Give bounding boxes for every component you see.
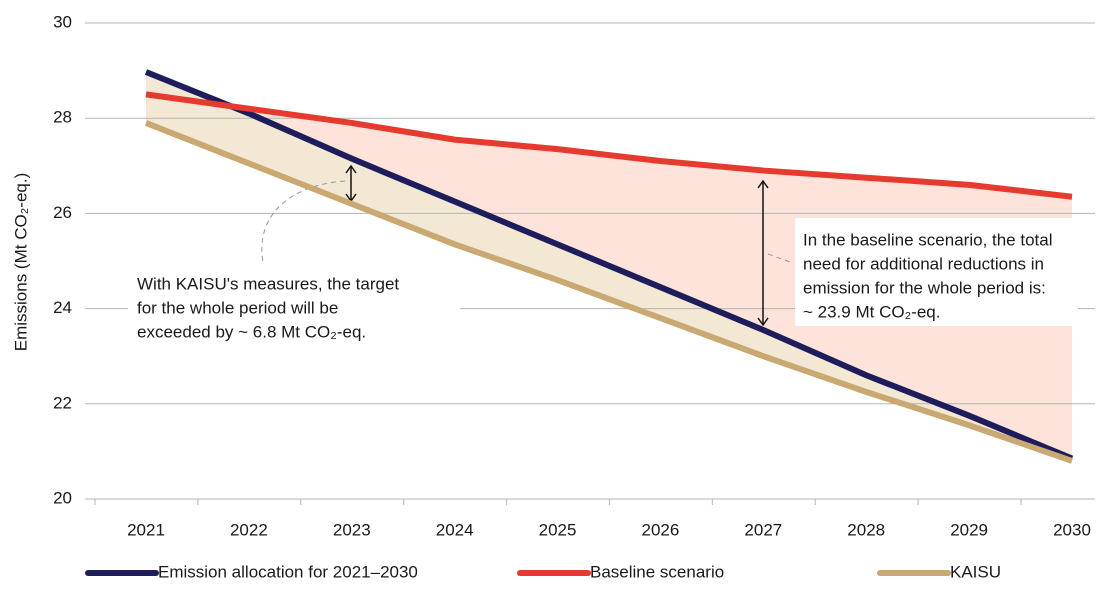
annotation-text: emission for the whole period is: — [803, 278, 1046, 297]
annotation-text: for the whole period will be — [137, 298, 338, 317]
arrow-head — [345, 164, 357, 174]
y-tick-label: 20 — [53, 488, 72, 507]
x-tick-label: 2022 — [230, 520, 268, 539]
y-tick-label: 22 — [53, 393, 72, 412]
series-line — [145, 91, 1073, 200]
y-axis-label: Emissions (Mt CO₂-eq.) — [11, 173, 30, 352]
leader-line — [767, 253, 791, 263]
x-tick-label: 2023 — [333, 520, 371, 539]
legend-label: Baseline scenario — [590, 562, 724, 581]
x-tick-label: 2027 — [744, 520, 782, 539]
x-tick-label: 2028 — [847, 520, 885, 539]
arrow-head — [757, 317, 769, 327]
annotation-bg — [795, 218, 1078, 326]
x-tick-label: 2026 — [642, 520, 680, 539]
x-tick-label: 2021 — [127, 520, 165, 539]
x-tick-label: 2024 — [436, 520, 474, 539]
y-tick-label: 30 — [53, 12, 72, 31]
x-tick-label: 2030 — [1053, 520, 1091, 539]
legend-label: Emission allocation for 2021–2030 — [158, 562, 418, 581]
annotation-text: In the baseline scenario, the total — [803, 230, 1053, 249]
y-tick-label: 24 — [53, 298, 72, 317]
legend-label: KAISU — [950, 562, 1001, 581]
y-tick-label: 28 — [53, 108, 72, 127]
series-line — [144, 120, 1073, 464]
leader-line — [261, 180, 346, 263]
series-line — [144, 69, 1074, 462]
x-tick-label: 2029 — [950, 520, 988, 539]
arrow-head — [757, 179, 769, 189]
annotation-bg — [128, 266, 460, 358]
annotation-text: exceeded by ~ 6.8 Mt CO₂-eq. — [137, 322, 366, 341]
x-tick-label: 2025 — [539, 520, 577, 539]
annotation-text: need for additional reductions in — [803, 254, 1044, 273]
y-tick-label: 26 — [53, 203, 72, 222]
annotation-text: ~ 23.9 Mt CO₂-eq. — [803, 302, 940, 321]
annotation-text: With KAISU's measures, the target — [137, 274, 399, 293]
